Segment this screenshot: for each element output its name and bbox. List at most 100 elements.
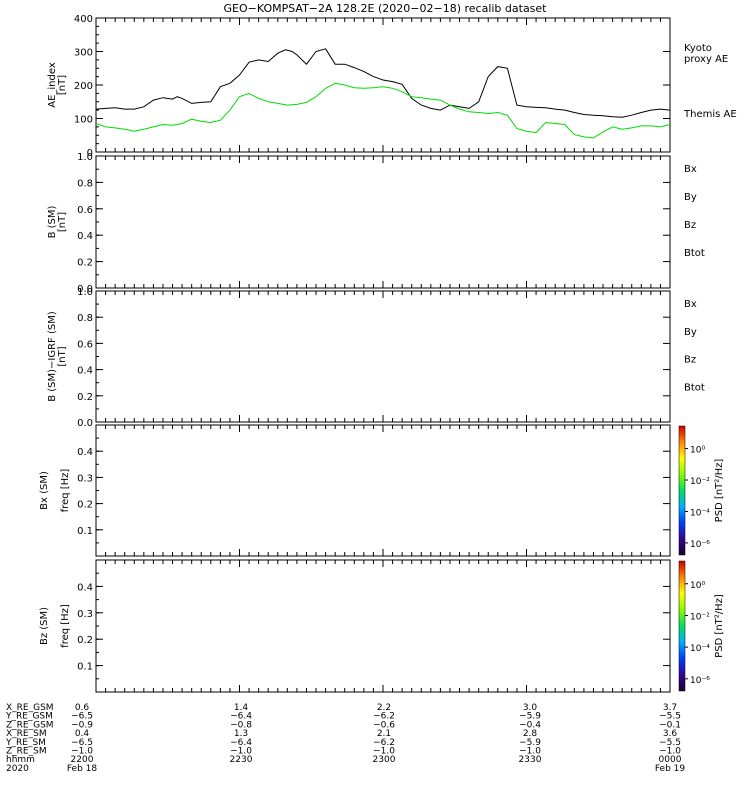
legend-entry: Themis AE	[683, 109, 737, 120]
ephemeris-date-end: Feb 19	[655, 764, 686, 774]
panel-b_sm: 0.0 0.2 0.4 0.6 0.8 1.0 B (SM) [nT] Bx By Bz Btot	[47, 152, 705, 295]
ephemeris-value: −6.4	[230, 738, 252, 748]
ephemeris-value: 2330	[519, 755, 542, 765]
ephemeris-value: 1.4	[234, 703, 249, 713]
y-tick-label: 0.6	[77, 339, 93, 350]
y-axis-label: Bx (SM)	[39, 471, 50, 510]
y-tick-label: 0.0	[77, 284, 93, 295]
y-tick-label: 0.1	[77, 526, 93, 537]
y-tick-label: 1.0	[77, 287, 93, 298]
y-axis-unit: [nT]	[57, 212, 68, 232]
legend-entry: proxy AE	[684, 54, 728, 65]
panel-frame	[95, 290, 671, 423]
ephemeris-value: −0.1	[659, 720, 681, 730]
legend-entry: Bz	[684, 355, 696, 366]
colorbar-label: PSD [nT²/Hz]	[714, 594, 725, 658]
plot-title: GEO−KOMPSAT−2A 128.2E (2020−02−18) recal…	[223, 2, 547, 15]
ephemeris-row-label: Z_RE_SM	[6, 747, 47, 757]
y-tick-label: 0.6	[77, 205, 93, 216]
y-tick-label: 0.2	[77, 635, 93, 646]
legend-entry: By	[684, 327, 697, 338]
ephemeris-table: X_RE_GSM 0.6 1.4 2.2 3.0 3.7Y_RE_GSM −6.5 −6.4−…	[5, 703, 685, 774]
ephemeris-row-label: Y_RE_SM	[5, 738, 46, 748]
y-tick-label: 0.4	[77, 582, 93, 593]
ephemeris-value: −1.0	[230, 747, 252, 757]
ephemeris-value: −1.0	[659, 747, 681, 757]
ephemeris-value: −5.9	[519, 712, 541, 722]
legend-entry: Bz	[684, 220, 696, 231]
ephemeris-value: −0.4	[519, 720, 541, 730]
ephemeris-value: 2.1	[377, 729, 391, 739]
ephemeris-value: −1.0	[71, 747, 93, 757]
panel-frame	[95, 155, 671, 289]
y-tick-label: 0.2	[77, 258, 93, 269]
ephemeris-row-label: Z_RE_GSM	[6, 720, 54, 730]
ephemeris-value: 3.7	[663, 703, 677, 713]
ephemeris-value: 0.4	[75, 729, 90, 739]
colorbar-tick-label: 10⁻⁶	[690, 540, 710, 550]
legend-entry: Btot	[684, 382, 705, 393]
ephemeris-value: 0000	[659, 755, 682, 765]
ephemeris-row-label: X_RE_GSM	[6, 703, 54, 713]
legend-entry: Bx	[684, 299, 697, 310]
ephemeris-value: −0.9	[71, 720, 93, 730]
colorbar-tick-label: 10⁻⁴	[690, 508, 710, 518]
ephemeris-value: −5.9	[519, 738, 541, 748]
y-axis-label: AE_index	[47, 62, 58, 108]
panel-b_igrf: 0.0 0.2 0.4 0.6 0.8 1.0 B (SM)−IGRF (SM) [nT] Bx…	[47, 287, 705, 429]
legend-entry: By	[684, 192, 697, 203]
ephemeris-row-label: X_RE_SM	[6, 729, 47, 739]
panel-bz_psd: 0.1 0.2 0.3 0.4 Bz (SM) freq [Hz] 10⁰ 10⁻² 10⁻⁴ 1…	[39, 559, 725, 693]
y-tick-label: 0.8	[77, 313, 93, 324]
ephemeris-value: 3.0	[523, 703, 538, 713]
y-axis-unit: freq [Hz]	[60, 604, 71, 648]
y-tick-label: 0	[87, 148, 93, 159]
ephemeris-value: 2230	[230, 755, 253, 765]
ephemeris-date-start: Feb 18	[67, 764, 98, 774]
y-tick-label: 0.4	[77, 447, 93, 458]
y-tick-label: 1.0	[77, 152, 93, 163]
panel-frame	[95, 424, 671, 557]
colorbar	[678, 425, 686, 556]
ephemeris-value: 2300	[373, 755, 396, 765]
legend-entry: Bx	[684, 164, 697, 175]
ephemeris-row-label: hhmm	[6, 755, 35, 765]
y-axis-unit: freq [Hz]	[60, 469, 71, 513]
series-line-kyoto-proxy-ae	[95, 82, 671, 139]
ephemeris-row-label: Y_RE_GSM	[5, 712, 53, 722]
colorbar-tick-label: 10⁻⁶	[690, 676, 710, 686]
ephemeris-year: 2020	[6, 764, 29, 774]
colorbar	[678, 560, 686, 692]
ephemeris-value: −6.4	[230, 712, 252, 722]
legend-entry: Btot	[684, 248, 705, 259]
y-axis-label: B (SM)	[47, 205, 58, 238]
ephemeris-value: −6.5	[71, 712, 93, 722]
panel-bx_psd: 0.1 0.2 0.3 0.4 Bx (SM) freq [Hz] 10⁰ 10⁻² 10⁻⁴ 1…	[39, 424, 725, 557]
y-tick-label: 0.4	[77, 366, 93, 377]
panel-frame	[95, 559, 671, 693]
y-tick-label: 100	[74, 115, 93, 126]
ephemeris-value: 2.2	[377, 703, 391, 713]
panel-frame	[95, 17, 671, 153]
y-tick-label: 0.1	[77, 662, 93, 673]
ephemeris-value: −5.5	[659, 738, 681, 748]
colorbar-tick-label: 10⁰	[690, 581, 705, 591]
colorbar-tick-label: 10⁰	[690, 446, 705, 456]
ephemeris-value: −5.5	[659, 712, 681, 722]
y-axis-label: B (SM)−IGRF (SM)	[47, 311, 58, 402]
y-tick-label: 200	[74, 81, 93, 92]
y-tick-label: 0.3	[77, 473, 93, 484]
ephemeris-value: −6.2	[373, 738, 395, 748]
y-tick-label: 0.2	[77, 392, 93, 403]
ephemeris-value: −6.5	[71, 738, 93, 748]
y-tick-label: 0.2	[77, 500, 93, 511]
series-line-themis-ae	[95, 48, 671, 118]
ephemeris-value: −1.0	[373, 747, 395, 757]
colorbar-label: PSD [nT²/Hz]	[714, 459, 725, 523]
y-tick-label: 0.0	[77, 418, 93, 429]
y-axis-unit: [nT]	[57, 75, 68, 95]
ephemeris-value: 3.6	[663, 729, 678, 739]
